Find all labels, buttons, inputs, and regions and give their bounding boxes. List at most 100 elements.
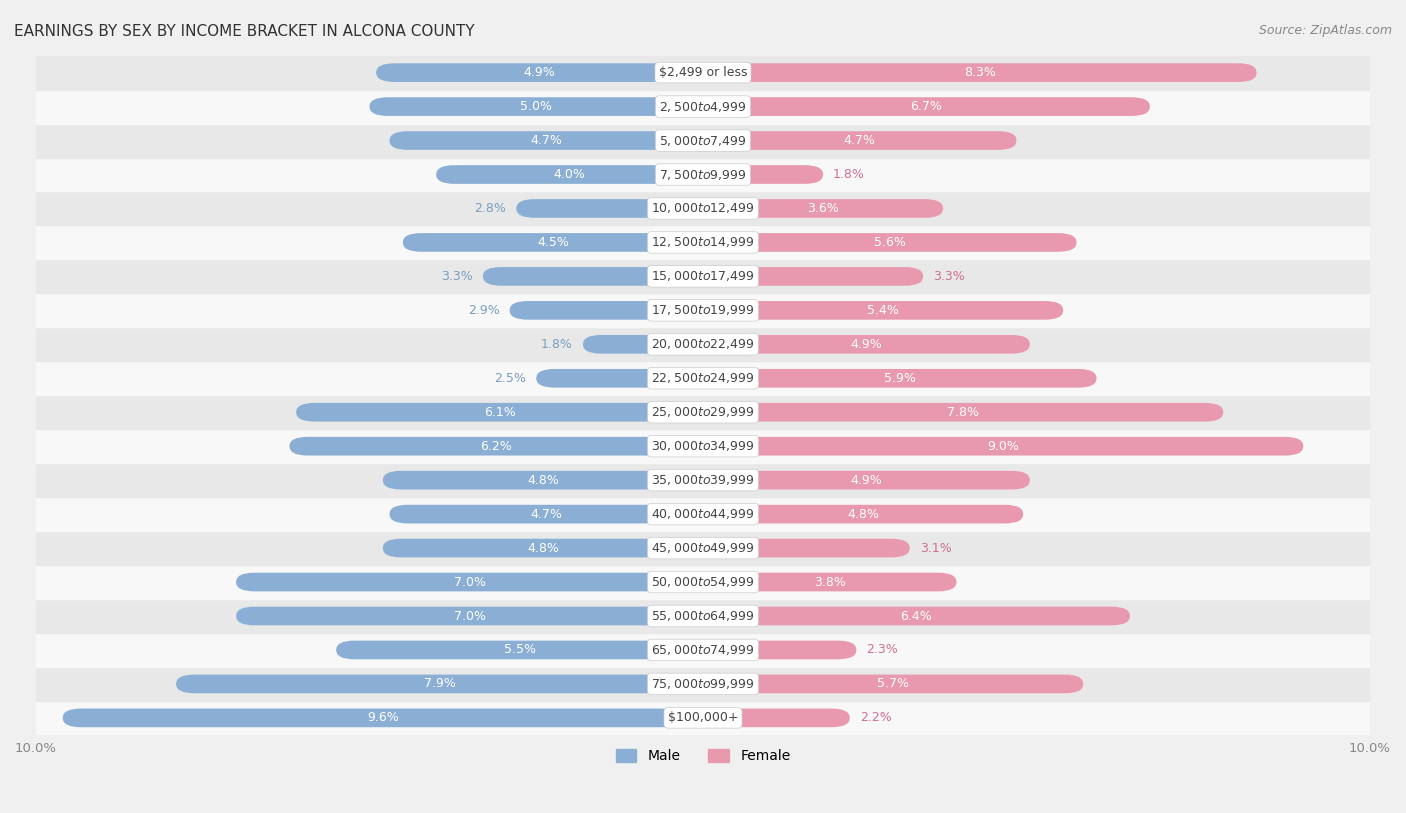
FancyBboxPatch shape bbox=[703, 98, 1150, 116]
FancyBboxPatch shape bbox=[703, 63, 1257, 82]
Text: 3.1%: 3.1% bbox=[920, 541, 952, 554]
Bar bbox=[37, 158, 1369, 192]
Bar bbox=[37, 531, 1369, 565]
Text: 4.9%: 4.9% bbox=[851, 338, 883, 351]
FancyBboxPatch shape bbox=[236, 606, 703, 625]
FancyBboxPatch shape bbox=[370, 98, 703, 116]
Text: 5.6%: 5.6% bbox=[873, 236, 905, 249]
FancyBboxPatch shape bbox=[703, 437, 1303, 455]
Bar bbox=[37, 124, 1369, 158]
Text: $2,499 or less: $2,499 or less bbox=[659, 66, 747, 79]
Text: 4.8%: 4.8% bbox=[848, 507, 879, 520]
Text: 1.8%: 1.8% bbox=[834, 168, 865, 181]
FancyBboxPatch shape bbox=[703, 572, 956, 591]
FancyBboxPatch shape bbox=[389, 131, 703, 150]
Text: $2,500 to $4,999: $2,500 to $4,999 bbox=[659, 99, 747, 114]
Bar bbox=[37, 55, 1369, 89]
Text: $25,000 to $29,999: $25,000 to $29,999 bbox=[651, 405, 755, 420]
Text: $20,000 to $22,499: $20,000 to $22,499 bbox=[651, 337, 755, 351]
FancyBboxPatch shape bbox=[703, 233, 1077, 252]
FancyBboxPatch shape bbox=[703, 165, 823, 184]
Bar bbox=[37, 565, 1369, 599]
Text: $100,000+: $100,000+ bbox=[668, 711, 738, 724]
Text: 2.3%: 2.3% bbox=[866, 643, 898, 656]
Text: 3.3%: 3.3% bbox=[934, 270, 965, 283]
FancyBboxPatch shape bbox=[703, 199, 943, 218]
FancyBboxPatch shape bbox=[176, 675, 703, 693]
Text: $50,000 to $54,999: $50,000 to $54,999 bbox=[651, 575, 755, 589]
Text: 6.2%: 6.2% bbox=[481, 440, 512, 453]
Text: 5.5%: 5.5% bbox=[503, 643, 536, 656]
FancyBboxPatch shape bbox=[703, 675, 1083, 693]
Text: Source: ZipAtlas.com: Source: ZipAtlas.com bbox=[1258, 24, 1392, 37]
FancyBboxPatch shape bbox=[703, 301, 1063, 320]
FancyBboxPatch shape bbox=[63, 709, 703, 727]
Text: 3.6%: 3.6% bbox=[807, 202, 839, 215]
Text: 6.1%: 6.1% bbox=[484, 406, 516, 419]
FancyBboxPatch shape bbox=[297, 403, 703, 422]
Text: $17,500 to $19,999: $17,500 to $19,999 bbox=[651, 303, 755, 317]
FancyBboxPatch shape bbox=[536, 369, 703, 388]
Text: $10,000 to $12,499: $10,000 to $12,499 bbox=[651, 202, 755, 215]
Text: 1.8%: 1.8% bbox=[541, 338, 572, 351]
Text: 2.8%: 2.8% bbox=[474, 202, 506, 215]
Text: 7.0%: 7.0% bbox=[454, 610, 485, 623]
Bar bbox=[37, 192, 1369, 225]
FancyBboxPatch shape bbox=[382, 539, 703, 558]
Text: $30,000 to $34,999: $30,000 to $34,999 bbox=[651, 439, 755, 453]
Text: 7.0%: 7.0% bbox=[454, 576, 485, 589]
Bar bbox=[37, 701, 1369, 735]
Text: 4.9%: 4.9% bbox=[523, 66, 555, 79]
FancyBboxPatch shape bbox=[703, 335, 1029, 354]
Bar bbox=[37, 497, 1369, 531]
Text: 4.7%: 4.7% bbox=[530, 507, 562, 520]
Text: $75,000 to $99,999: $75,000 to $99,999 bbox=[651, 677, 755, 691]
Text: 6.7%: 6.7% bbox=[911, 100, 942, 113]
Text: $7,500 to $9,999: $7,500 to $9,999 bbox=[659, 167, 747, 181]
Bar bbox=[37, 667, 1369, 701]
Text: 9.6%: 9.6% bbox=[367, 711, 399, 724]
FancyBboxPatch shape bbox=[236, 572, 703, 591]
Text: 4.5%: 4.5% bbox=[537, 236, 569, 249]
FancyBboxPatch shape bbox=[703, 471, 1029, 489]
Text: 3.8%: 3.8% bbox=[814, 576, 845, 589]
Text: 4.7%: 4.7% bbox=[844, 134, 876, 147]
Legend: Male, Female: Male, Female bbox=[610, 744, 796, 768]
Text: 5.9%: 5.9% bbox=[884, 372, 915, 385]
Text: $40,000 to $44,999: $40,000 to $44,999 bbox=[651, 507, 755, 521]
FancyBboxPatch shape bbox=[703, 403, 1223, 422]
Text: $15,000 to $17,499: $15,000 to $17,499 bbox=[651, 269, 755, 284]
FancyBboxPatch shape bbox=[703, 505, 1024, 524]
Text: 9.0%: 9.0% bbox=[987, 440, 1019, 453]
FancyBboxPatch shape bbox=[703, 131, 1017, 150]
FancyBboxPatch shape bbox=[703, 267, 924, 285]
Text: $55,000 to $64,999: $55,000 to $64,999 bbox=[651, 609, 755, 623]
Text: 5.0%: 5.0% bbox=[520, 100, 553, 113]
Bar bbox=[37, 225, 1369, 259]
Text: 2.5%: 2.5% bbox=[495, 372, 526, 385]
Text: 2.9%: 2.9% bbox=[468, 304, 499, 317]
Bar bbox=[37, 293, 1369, 328]
Text: 8.3%: 8.3% bbox=[965, 66, 995, 79]
Text: 4.0%: 4.0% bbox=[554, 168, 585, 181]
FancyBboxPatch shape bbox=[377, 63, 703, 82]
Bar bbox=[37, 395, 1369, 429]
Text: $35,000 to $39,999: $35,000 to $39,999 bbox=[651, 473, 755, 487]
Text: $65,000 to $74,999: $65,000 to $74,999 bbox=[651, 643, 755, 657]
FancyBboxPatch shape bbox=[404, 233, 703, 252]
Text: $22,500 to $24,999: $22,500 to $24,999 bbox=[651, 372, 755, 385]
Text: 4.8%: 4.8% bbox=[527, 474, 558, 487]
Text: 7.9%: 7.9% bbox=[423, 677, 456, 690]
Text: 4.7%: 4.7% bbox=[530, 134, 562, 147]
Bar bbox=[37, 633, 1369, 667]
Text: EARNINGS BY SEX BY INCOME BRACKET IN ALCONA COUNTY: EARNINGS BY SEX BY INCOME BRACKET IN ALC… bbox=[14, 24, 475, 39]
FancyBboxPatch shape bbox=[703, 369, 1097, 388]
Text: $5,000 to $7,499: $5,000 to $7,499 bbox=[659, 133, 747, 147]
FancyBboxPatch shape bbox=[516, 199, 703, 218]
FancyBboxPatch shape bbox=[389, 505, 703, 524]
Bar bbox=[37, 89, 1369, 124]
FancyBboxPatch shape bbox=[703, 606, 1130, 625]
FancyBboxPatch shape bbox=[703, 709, 849, 727]
FancyBboxPatch shape bbox=[382, 471, 703, 489]
Bar bbox=[37, 599, 1369, 633]
